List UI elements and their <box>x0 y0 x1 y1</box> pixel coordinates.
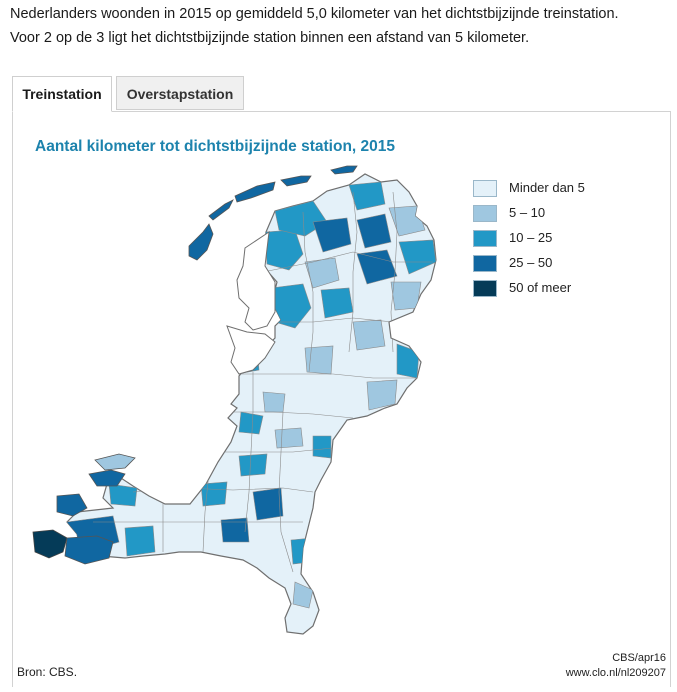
map-title: Aantal kilometer tot dichtstbijzijnde st… <box>35 138 396 155</box>
island-vlieland <box>208 199 234 221</box>
credit-url[interactable]: www.clo.nl/nl209207 <box>565 667 666 679</box>
region-noord-holland-north <box>208 271 234 305</box>
region-brabant-east <box>252 487 284 521</box>
source-note: Bron: CBS. <box>17 665 78 679</box>
zeeuws-vlaanderen-central <box>64 535 114 565</box>
legend-swatch-4 <box>473 255 497 272</box>
legend-label-4: 25 – 50 <box>509 255 553 270</box>
region-limburg-north <box>290 537 314 565</box>
legend-swatch-2 <box>473 205 497 222</box>
tab-treinstation[interactable]: Treinstation <box>12 76 112 112</box>
region-zeeland-flanders-east <box>124 525 156 557</box>
region-brabant-central <box>200 481 228 507</box>
region-drenthe-central <box>356 249 398 285</box>
island-walcheren <box>56 493 88 517</box>
region-zuid-holland-south <box>180 427 212 453</box>
region-limburg-central <box>292 581 314 609</box>
intro-line-1: Nederlanders woonden in 2015 op gemiddel… <box>10 6 619 22</box>
credit-block: CBS/apr16 www.clo.nl/nl209207 <box>566 651 666 681</box>
island-schiermonnikoog <box>330 165 358 175</box>
island-texel <box>188 223 214 261</box>
legend-label-1: Minder dan 5 <box>509 180 585 195</box>
region-friesland-central <box>312 217 352 253</box>
region-betuwe <box>274 427 304 449</box>
tab-overstapstation[interactable]: Overstapstation <box>116 76 244 110</box>
island-ameland <box>280 175 312 187</box>
legend-label-3: 10 – 25 <box>509 230 553 245</box>
legend-label-2: 5 – 10 <box>509 205 546 220</box>
region-groningen-central <box>356 213 392 249</box>
island-terschelling <box>234 181 276 203</box>
region-brabant-north <box>238 453 268 477</box>
intro-text: Nederlanders woonden in 2015 op gemiddel… <box>10 2 670 50</box>
region-utrecht <box>262 391 286 413</box>
zeeuws-vlaanderen-west <box>32 529 68 559</box>
legend-swatch-1 <box>473 180 497 197</box>
ijsselmeer <box>236 230 276 331</box>
island-goeree <box>94 453 136 471</box>
municipality-regions <box>67 181 436 609</box>
credit-date: CBS/apr16 <box>612 652 666 664</box>
region-zuid-holland-east <box>238 411 264 435</box>
legend-swatch-5 <box>473 280 497 297</box>
netherlands-map <box>32 165 437 635</box>
island-schouwen <box>88 469 126 487</box>
legend-swatch-3 <box>473 230 497 247</box>
region-gelderland-south <box>312 435 332 459</box>
region-overijssel-east <box>396 343 420 379</box>
region-zeeland-beveland <box>108 483 138 507</box>
region-gelderland-achterhoek <box>366 379 398 411</box>
map-panel: Aantal kilometer tot dichtstbijzijnde st… <box>12 111 671 687</box>
legend-label-5: 50 of meer <box>509 280 572 295</box>
region-drenthe-south <box>390 281 422 311</box>
intro-line-2: Voor 2 op de 3 ligt het dichtstbijzijnde… <box>10 30 530 46</box>
markermeer <box>226 325 276 375</box>
region-overijssel-central <box>352 319 386 351</box>
region-drenthe-north <box>398 239 436 275</box>
region-groningen-north <box>348 181 386 211</box>
region-brabant-west <box>150 459 186 487</box>
region-kempen <box>220 517 250 543</box>
